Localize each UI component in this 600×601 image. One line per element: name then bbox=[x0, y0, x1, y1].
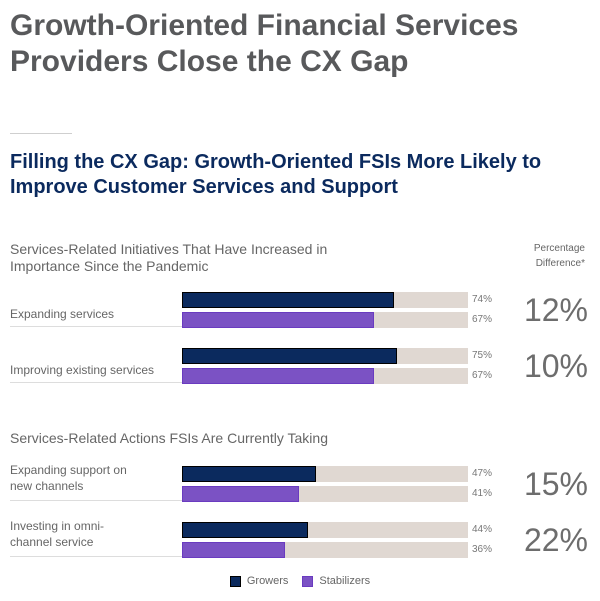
bar-growers bbox=[182, 292, 394, 308]
page-title: Growth-Oriented Financial Services Provi… bbox=[10, 9, 519, 78]
row-label: Improving existing services bbox=[10, 363, 155, 377]
bar-track-stabilizers bbox=[182, 486, 468, 502]
row-label: Investing in omni-channel service bbox=[10, 519, 105, 549]
legend-item-growers: Growers bbox=[229, 575, 289, 587]
legend: Growers Stabilizers bbox=[0, 575, 600, 587]
value-label-stabilizers: 67% bbox=[472, 314, 493, 325]
value-label-growers: 44% bbox=[472, 524, 493, 535]
value-label-growers: 74% bbox=[472, 294, 493, 305]
bar-stabilizers bbox=[182, 312, 374, 328]
percentage-difference: 22% bbox=[523, 522, 588, 558]
percentage-difference-header: Percentage Difference* bbox=[533, 243, 585, 269]
divider bbox=[10, 133, 72, 134]
percentage-difference: 12% bbox=[523, 292, 588, 328]
legend-swatch-growers bbox=[229, 575, 241, 587]
bar-track-stabilizers bbox=[182, 368, 468, 384]
percentage-difference: 15% bbox=[523, 466, 588, 502]
section-heading: Services-Related Actions FSIs Are Curren… bbox=[10, 430, 328, 446]
legend-item-stabilizers: Stabilizers bbox=[302, 575, 370, 587]
chart-subtitle: Filling the CX Gap: Growth-Oriented FSIs… bbox=[10, 151, 542, 198]
bar-track-growers bbox=[182, 348, 468, 364]
value-label-stabilizers: 67% bbox=[472, 370, 493, 381]
row-label: Expanding services bbox=[10, 307, 115, 321]
bar-stabilizers bbox=[182, 368, 374, 384]
bar-growers bbox=[182, 466, 317, 482]
legend-label: Growers bbox=[246, 575, 289, 587]
bar-track-growers bbox=[182, 522, 468, 538]
value-label-growers: 75% bbox=[472, 350, 493, 361]
section-heading: Services-Related Initiatives That Have I… bbox=[10, 241, 328, 274]
bar-growers bbox=[182, 348, 397, 364]
bar-track-growers bbox=[182, 466, 468, 482]
value-label-stabilizers: 36% bbox=[472, 544, 493, 555]
bar-stabilizers bbox=[182, 542, 285, 558]
bar-track-growers bbox=[182, 292, 468, 308]
legend-swatch-stabilizers bbox=[302, 575, 314, 587]
value-label-stabilizers: 41% bbox=[472, 488, 493, 499]
value-label-growers: 47% bbox=[472, 468, 493, 479]
bar-track-stabilizers bbox=[182, 312, 468, 328]
legend-label: Stabilizers bbox=[319, 575, 371, 587]
bar-stabilizers bbox=[182, 486, 300, 502]
row-label: Expanding support on new channels bbox=[10, 463, 127, 493]
percentage-difference: 10% bbox=[523, 348, 588, 384]
bar-growers bbox=[182, 522, 308, 538]
bar-track-stabilizers bbox=[182, 542, 468, 558]
